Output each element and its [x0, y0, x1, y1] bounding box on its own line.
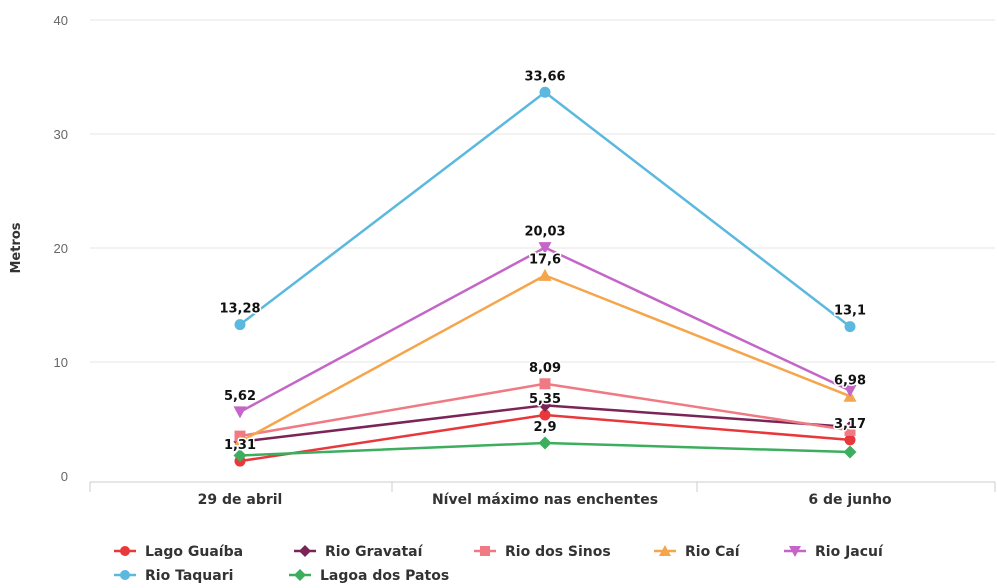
- legend-label: Rio Taquari: [145, 568, 233, 584]
- legend-label: Rio Caí: [685, 544, 741, 560]
- data-label: 13,28: [219, 302, 260, 317]
- legend-label: Rio dos Sinos: [505, 544, 611, 560]
- legend-item[interactable]: Lago Guaíba: [114, 544, 243, 560]
- legend-label: Rio Gravataí: [325, 544, 424, 560]
- series-point: [233, 435, 247, 448]
- series-point: [538, 436, 552, 450]
- data-label: 17,6: [529, 252, 561, 267]
- legend-label: Lago Guaíba: [145, 544, 243, 560]
- data-label: 3,17: [834, 417, 866, 432]
- series-point: [299, 545, 311, 557]
- series-point: [659, 545, 671, 556]
- legend-item[interactable]: Lagoa dos Patos: [289, 568, 449, 584]
- grid-lines: [90, 19, 995, 363]
- legend-item[interactable]: Rio Jacuí: [784, 544, 884, 560]
- legend: Lago Guaíba Rio Gravataí Rio dos Sinos Rio …: [114, 544, 884, 584]
- y-axis-title: Metros: [9, 222, 24, 273]
- series-lagoa-dos-patos: [233, 436, 857, 462]
- series-point: [843, 385, 857, 397]
- data-label: 13,1: [834, 304, 866, 319]
- y-tick-label: 0: [61, 469, 68, 484]
- series-point: [844, 424, 856, 436]
- y-tick-label: 40: [54, 13, 68, 28]
- series-point: [233, 448, 247, 462]
- series-point: [539, 378, 551, 390]
- x-axis: 29 de abril Nível máximo nas enchentes 6 d…: [89, 481, 996, 508]
- x-tick-label: Nível máximo nas enchentes: [432, 492, 658, 508]
- x-tick-label: 6 de junho: [808, 492, 892, 508]
- series-group: [233, 86, 857, 467]
- data-label: 33,66: [524, 69, 565, 84]
- series-point: [120, 546, 130, 556]
- series-point: [844, 434, 856, 446]
- y-tick-label: 20: [54, 241, 68, 256]
- series-point: [234, 319, 246, 331]
- series-point: [539, 409, 551, 421]
- legend-item[interactable]: Rio dos Sinos: [474, 544, 611, 560]
- legend-label: Lagoa dos Patos: [320, 568, 449, 584]
- series-point: [539, 86, 551, 98]
- series-point: [480, 546, 490, 556]
- legend-label: Rio Jacuí: [815, 544, 884, 560]
- data-label: 2,9: [533, 420, 556, 435]
- series-point: [843, 445, 857, 459]
- series-point: [233, 406, 247, 419]
- data-label: 8,09: [529, 361, 561, 376]
- series-line: [239, 91, 851, 328]
- data-label: 20,03: [524, 225, 565, 240]
- series-point: [538, 242, 552, 255]
- series-rio-taquari: [234, 86, 856, 333]
- legend-item[interactable]: Rio Taquari: [114, 568, 233, 584]
- y-tick-label: 30: [54, 127, 68, 142]
- legend-item[interactable]: Rio Caí: [654, 544, 741, 560]
- x-tick-label: 29 de abril: [198, 492, 283, 508]
- y-tick-labels: 0 10 20 30 40: [54, 13, 68, 484]
- series-point: [538, 268, 552, 281]
- y-tick-label: 10: [54, 355, 68, 370]
- data-label: 5,35: [529, 392, 561, 407]
- data-labels: 1,31 5,35 3,17 8,09 17,6 5,62 20,03 13,28 33,66 1…: [218, 68, 868, 455]
- series-point: [844, 321, 856, 333]
- series-point: [120, 570, 130, 580]
- series-point: [789, 546, 801, 557]
- series-rio-jacu-: [233, 242, 857, 419]
- series-point: [294, 569, 306, 581]
- data-label: 1,31: [224, 438, 256, 453]
- data-label: 5,62: [224, 389, 256, 404]
- legend-item[interactable]: Rio Gravataí: [294, 544, 424, 560]
- data-label: 6,98: [834, 373, 866, 388]
- series-point: [538, 398, 552, 412]
